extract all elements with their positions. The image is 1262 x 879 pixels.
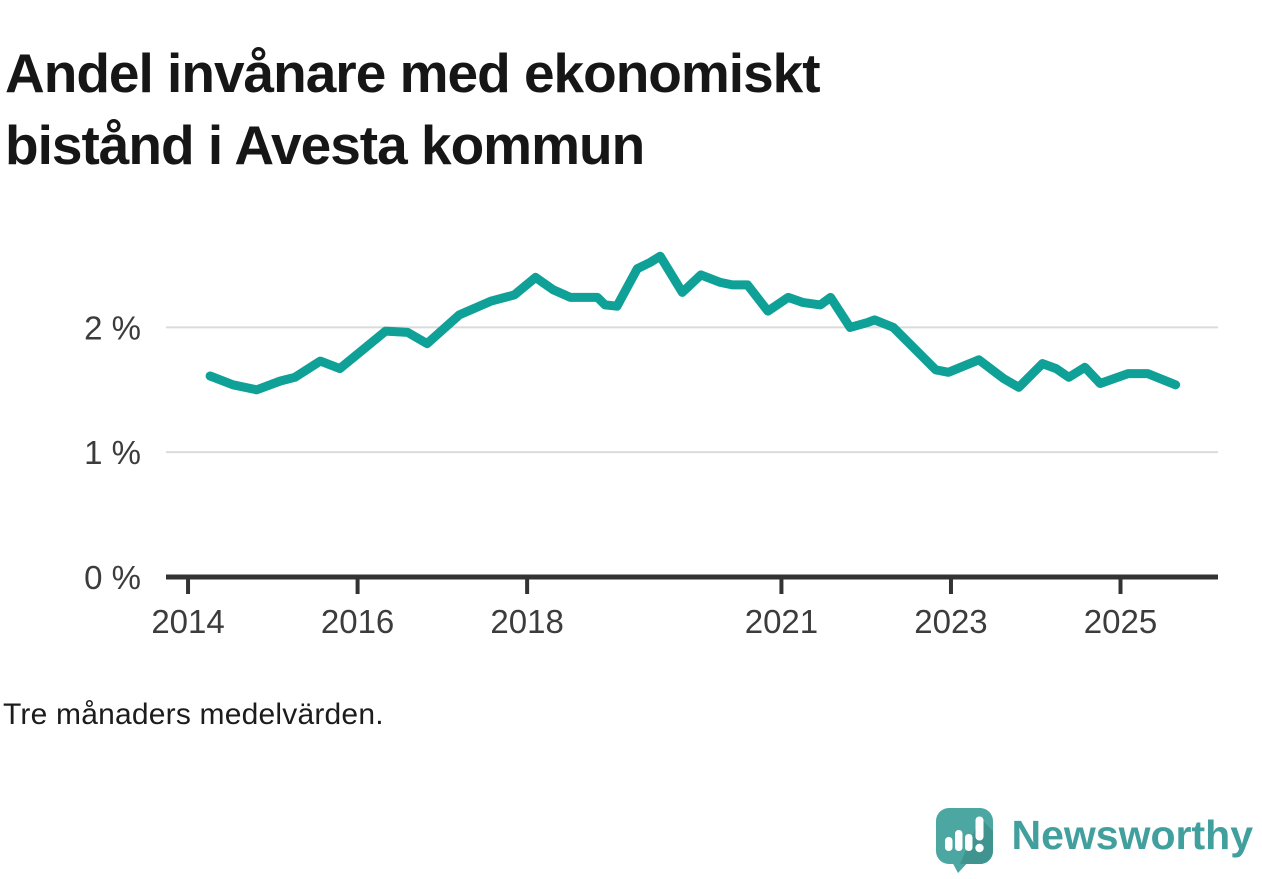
data-line-andel-inv-nare-med-ekonomiskt-bist-nd xyxy=(205,251,1181,395)
exclamation-dot xyxy=(974,843,984,853)
page-title: Andel invånare med ekonomiskt bistånd i … xyxy=(5,37,1105,181)
page-title-line-2: bistånd i Avesta kommun xyxy=(5,113,645,176)
newsworthy-wordmark: Newsworthy xyxy=(1011,812,1254,858)
page-title-line-1: Andel invånare med ekonomiskt xyxy=(5,41,821,104)
bar-medium xyxy=(964,834,972,851)
y-axis-tick-label: 0 % xyxy=(84,559,141,596)
newsworthy-logo-icon xyxy=(935,808,993,873)
y-axis-tick-label: 2 % xyxy=(84,309,141,346)
y-axis-tick-label: 1 % xyxy=(84,434,141,471)
logo-shadow xyxy=(959,818,993,864)
bar-small xyxy=(944,837,952,851)
x-axis-tick-label: 2023 xyxy=(914,603,987,640)
newsworthy-logo: Newsworthy xyxy=(934,806,1254,874)
x-axis-tick-label: 2025 xyxy=(1084,603,1157,640)
exclamation-stem xyxy=(975,816,983,841)
chart-footnote: Tre månaders medelvärden. xyxy=(3,698,384,731)
bar-tall xyxy=(954,830,962,851)
x-axis-tick-label: 2014 xyxy=(151,603,224,640)
x-axis-tick-label: 2018 xyxy=(490,603,563,640)
x-axis-tick-label: 2016 xyxy=(321,603,394,640)
x-axis-tick-label: 2021 xyxy=(745,603,818,640)
